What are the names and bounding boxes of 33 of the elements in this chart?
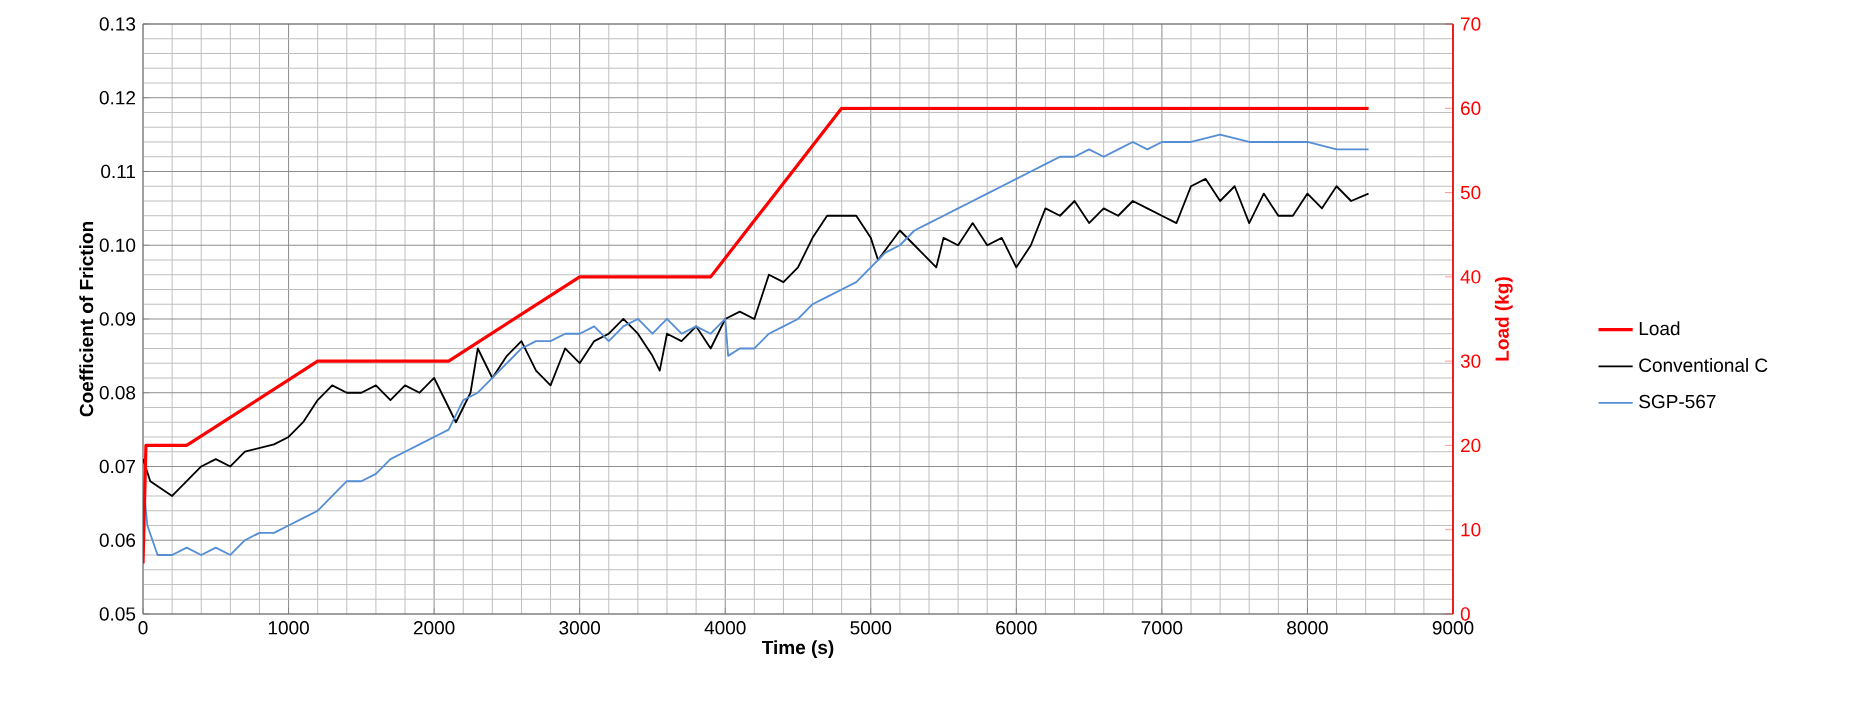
legend-label: Load	[1639, 321, 1680, 336]
y-tick-label: 0.13	[99, 17, 136, 31]
y-tick-label: 0.08	[99, 386, 136, 400]
legend-label: SGP-567	[1639, 394, 1716, 409]
y2-tick-label: 50	[1460, 185, 1481, 200]
y-tick-label: 0.10	[99, 238, 136, 252]
y2-tick-label: 40	[1460, 270, 1481, 284]
x-tick-label: 7000	[1141, 621, 1183, 635]
x-tick-label: 8000	[1287, 621, 1328, 635]
x-tick-label: 3000	[559, 621, 601, 635]
x-axis-title: Time (s)	[761, 640, 834, 658]
x-tick-label: 0	[138, 621, 148, 635]
y-tick-label: 0.07	[99, 459, 136, 474]
y2-tick-label: 70	[1461, 17, 1481, 31]
y2-tick-label: 20	[1460, 438, 1481, 453]
x-tick-label: 2000	[413, 621, 455, 635]
y2-tick-label: 30	[1460, 354, 1481, 368]
x-tick-label: 6000	[996, 621, 1037, 635]
x-tick-label: 5000	[850, 621, 892, 635]
y-tick-label: 0.05	[99, 607, 136, 621]
y-axis-title: Coefficient of Friction	[79, 221, 94, 417]
legend-label: Conventional C	[1639, 358, 1768, 373]
x-tick-label: 4000	[704, 621, 746, 635]
x-tick-label: 9000	[1432, 621, 1474, 635]
y-tick-label: 0.11	[101, 164, 136, 179]
x-tick-label: 1000	[268, 621, 309, 635]
y2-tick-label: 0	[1460, 607, 1470, 621]
y-tick-label: 0.06	[99, 533, 136, 547]
y2-tick-label: 10	[1461, 522, 1481, 537]
y-tick-label: 0.09	[99, 312, 136, 326]
y-tick-label: 0.12	[99, 91, 136, 105]
y2-tick-label: 60	[1461, 101, 1481, 116]
y2-axis-title: Load (kg)	[1494, 277, 1513, 361]
